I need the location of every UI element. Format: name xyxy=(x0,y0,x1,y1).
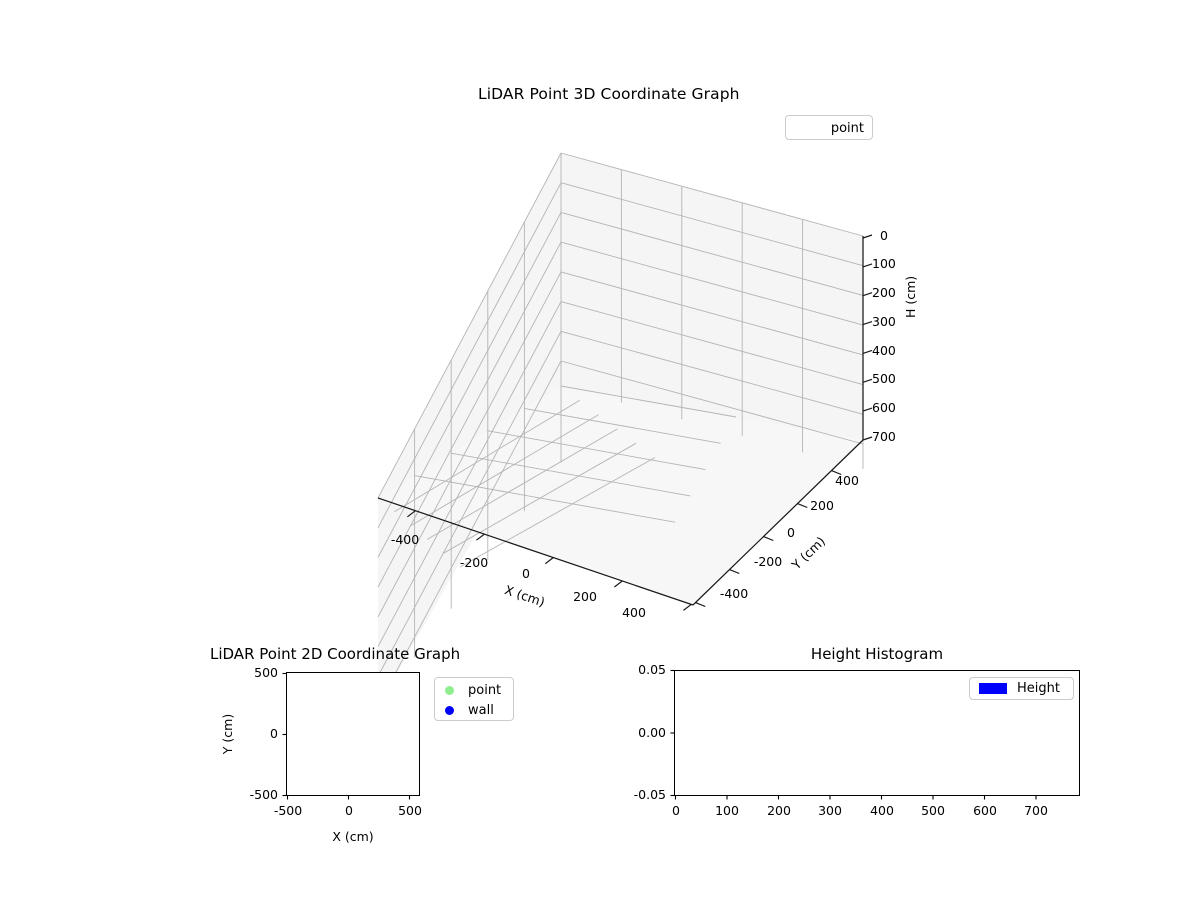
hist-ytick-zero: 0.00 xyxy=(638,725,666,740)
chart2d-ytick-neg500: -500 xyxy=(249,787,278,802)
pane-floor xyxy=(378,386,863,605)
chart2d-ylabel: Y (cm) xyxy=(219,713,235,755)
chart3d-ztick-7: 700 xyxy=(872,429,896,444)
axis3d-y-spine xyxy=(692,439,864,606)
hist-xtick-0: 0 xyxy=(672,803,680,818)
chart3d-legend-label-point: point xyxy=(830,121,864,136)
chart3d-ztick-1: 100 xyxy=(872,256,896,271)
hist-xtick-500: 500 xyxy=(921,803,945,818)
hist-ytick-pos: 0.05 xyxy=(638,662,666,677)
chart2d-ytick-0: 0 xyxy=(270,726,278,741)
chart3d-zlabel: H (cm) xyxy=(903,275,918,318)
chart2d-legend-label-point: point xyxy=(468,682,502,698)
hist-xtick-600: 600 xyxy=(973,803,997,818)
legend-swatch-height-icon xyxy=(979,683,1007,694)
legend-marker-point-icon xyxy=(445,685,454,695)
chart3d-ztick-4: 400 xyxy=(872,343,896,358)
axes3d-panes xyxy=(378,153,863,706)
hist-legend[interactable]: Height xyxy=(969,677,1074,700)
chart3d-legend[interactable]: point xyxy=(785,115,873,140)
pane-left xyxy=(378,153,561,706)
chart3d-ytick-0: -400 xyxy=(719,586,749,601)
axes3d-gridlines xyxy=(377,152,864,707)
hist-xtick-300: 300 xyxy=(818,803,842,818)
axis3d-x-spine xyxy=(377,497,694,606)
chart2d-legend[interactable]: point wall xyxy=(434,677,514,721)
chart3d-ztick-2: 200 xyxy=(872,285,896,300)
hist-xtick-100: 100 xyxy=(715,803,739,818)
axes3d-z-ticks xyxy=(862,234,873,441)
hist-title: Height Histogram xyxy=(810,645,944,663)
chart3d-ztick-5: 500 xyxy=(872,371,896,386)
chart2d-xtick-0: 0 xyxy=(345,803,353,818)
chart3d-ztick-6: 600 xyxy=(872,400,896,415)
chart2d-xtick-500: 500 xyxy=(398,803,422,818)
hist-legend-entry-height[interactable]: Height xyxy=(970,678,1073,699)
chart3d-xtick-1: -200 xyxy=(459,555,489,570)
chart2d-plot-area[interactable] xyxy=(286,672,420,796)
hist-legend-label-height: Height xyxy=(1017,681,1060,696)
axes3d-x-ticks xyxy=(407,510,692,611)
chart3d-xtick-3: 200 xyxy=(573,589,597,604)
hist-ytick-neg: -0.05 xyxy=(633,787,666,802)
chart3d-xtick-4: 400 xyxy=(622,605,646,620)
chart3d-ztick-0: 0 xyxy=(880,228,888,243)
chart3d-xlabel: X (cm) xyxy=(502,582,547,610)
chart2d-xlabel: X (cm) xyxy=(332,829,374,844)
hist-xtick-400: 400 xyxy=(870,803,894,818)
chart3d-ytick-2: 0 xyxy=(787,525,795,540)
hist-xtick-200: 200 xyxy=(767,803,791,818)
axes3d-spines xyxy=(377,236,864,606)
chart3d-ytick-1: -200 xyxy=(753,554,783,569)
chart2d-legend-entry-wall[interactable]: wall xyxy=(435,700,513,720)
chart3d-xtick-2: 0 xyxy=(522,566,530,581)
chart3d-ytick-4: 400 xyxy=(835,473,859,488)
chart3d-xtick-0: -400 xyxy=(390,532,420,547)
chart2d-title: LiDAR Point 2D Coordinate Graph xyxy=(210,645,461,663)
chart3d-ytick-3: 200 xyxy=(810,498,834,513)
legend-marker-wall-icon xyxy=(445,705,454,715)
chart2d-legend-label-wall: wall xyxy=(468,702,494,718)
chart3d-title: LiDAR Point 3D Coordinate Graph xyxy=(478,85,740,103)
pane-right xyxy=(561,153,863,440)
chart2d-xtick-neg500: -500 xyxy=(273,803,303,818)
chart3d-ylabel: Y (cm) xyxy=(788,533,829,573)
hist-xtick-700: 700 xyxy=(1024,803,1048,818)
chart2d-legend-entry-point[interactable]: point xyxy=(435,678,513,700)
chart2d-ytick-500: 500 xyxy=(254,665,278,680)
chart3d-ztick-3: 300 xyxy=(872,314,896,329)
